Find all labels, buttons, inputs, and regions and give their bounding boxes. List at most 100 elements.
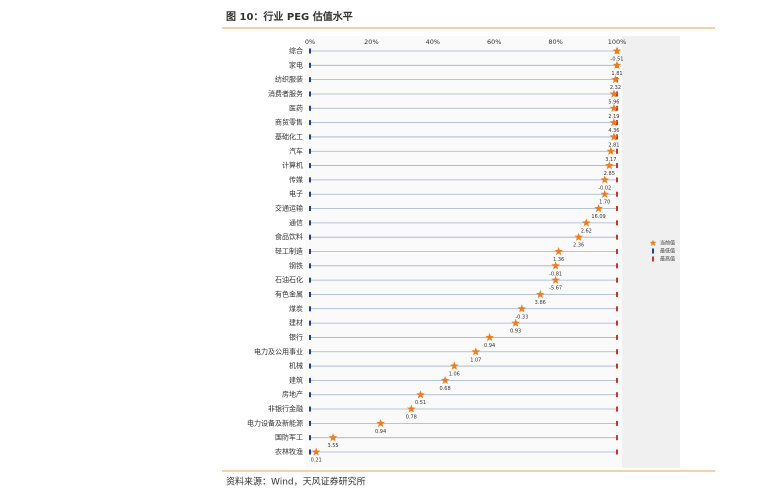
y-tick-label: 农林牧渔 xyxy=(275,447,303,456)
y-tick-label: 有色金属 xyxy=(275,289,303,298)
y-tick-label: 通信 xyxy=(289,218,303,227)
y-tick-label: 汽车 xyxy=(289,146,303,155)
y-tick-label: 建材 xyxy=(289,318,303,327)
peg-label: 3.17 xyxy=(605,157,616,163)
current-star xyxy=(407,404,416,413)
y-tick-label: 房地产 xyxy=(282,390,303,399)
y-tick-label: 机械 xyxy=(289,361,303,370)
peg-label: 2.81 xyxy=(608,142,619,148)
current-star xyxy=(471,347,481,356)
current-star xyxy=(535,289,545,299)
y-tick-label: 消费者服务 xyxy=(268,89,303,98)
y-tick-label: 建筑 xyxy=(289,375,303,384)
range-marker xyxy=(309,263,311,269)
current-star xyxy=(554,247,563,256)
range-marker xyxy=(309,349,311,355)
current-star xyxy=(517,304,527,313)
current-star xyxy=(609,89,619,98)
peg-label: 2.32 xyxy=(610,85,621,91)
range-marker xyxy=(309,320,311,326)
range-marker xyxy=(616,420,618,426)
plot-area xyxy=(305,36,622,468)
current-star xyxy=(511,318,520,327)
y-tick-label: 电子 xyxy=(289,189,303,198)
range-marker xyxy=(309,420,311,426)
range-marker xyxy=(616,134,618,140)
current-star xyxy=(609,103,619,112)
y-tick-label: 基础化工 xyxy=(275,132,303,141)
current-star xyxy=(609,118,619,127)
peg-label: -0.02 xyxy=(598,185,611,191)
range-marker xyxy=(309,177,311,183)
current-star xyxy=(376,418,385,427)
range-marker xyxy=(616,249,618,254)
range-marker xyxy=(616,177,618,183)
legend-label: 当前值 xyxy=(660,240,675,247)
range-marker xyxy=(616,105,618,111)
peg-label: 1.81 xyxy=(611,71,622,77)
peg-label: 2.19 xyxy=(608,114,619,120)
peg-label: 3.55 xyxy=(327,443,338,449)
current-star xyxy=(600,189,609,198)
range-marker xyxy=(309,234,311,240)
range-marker xyxy=(309,148,311,154)
y-tick-label: 医药 xyxy=(289,103,303,112)
y-tick-label: 电力设备及新能源 xyxy=(247,418,303,427)
x-tick-label: 20% xyxy=(364,38,378,46)
current-star xyxy=(440,375,450,385)
range-marker xyxy=(616,334,618,340)
y-tick-label: 石油石化 xyxy=(275,275,303,284)
range-marker xyxy=(309,406,311,412)
y-tick-label: 综合 xyxy=(289,46,303,55)
x-tick-label: 80% xyxy=(548,38,562,46)
range-marker xyxy=(616,234,618,240)
y-tick-label: 钢铁 xyxy=(289,261,303,270)
current-star xyxy=(612,60,622,69)
peg-label: 16.09 xyxy=(591,214,605,220)
range-marker xyxy=(309,291,311,297)
range-marker xyxy=(616,320,618,326)
peg-label: 0.78 xyxy=(406,415,417,421)
range-marker xyxy=(309,62,311,68)
peg-label: -0.33 xyxy=(515,314,528,320)
range-marker xyxy=(616,406,618,412)
current-star xyxy=(551,275,560,284)
peg-label: -0.51 xyxy=(611,57,624,63)
y-tick-label: 家电 xyxy=(289,60,303,69)
source-note: 资料来源：Wind，天风证券研究所 xyxy=(226,476,366,488)
x-tick-label: 40% xyxy=(426,38,440,46)
range-marker xyxy=(309,105,311,111)
range-marker xyxy=(309,277,311,283)
range-marker xyxy=(616,120,618,126)
range-marker xyxy=(309,363,311,369)
peg-label: 1.70 xyxy=(599,200,610,206)
x-tick-label: 100% xyxy=(608,38,627,46)
range-marker xyxy=(616,291,618,297)
peg-label: 2.36 xyxy=(573,243,584,249)
current-star xyxy=(311,447,321,456)
range-marker xyxy=(616,306,618,312)
legend-marker xyxy=(652,248,654,254)
chart-title: 图 10：行业 PEG 估值水平 xyxy=(226,10,353,23)
current-star xyxy=(416,390,425,399)
current-star xyxy=(611,75,620,84)
current-star xyxy=(594,204,603,213)
range-marker xyxy=(309,334,311,340)
peg-label: 4.36 xyxy=(608,128,619,134)
range-marker xyxy=(616,377,618,383)
peg-label: 0.68 xyxy=(440,386,451,392)
peg-label: 2.85 xyxy=(604,171,615,177)
range-marker xyxy=(616,449,618,455)
y-tick-label: 交通运输 xyxy=(275,204,303,213)
range-marker xyxy=(616,349,618,355)
legend-label: 最高值 xyxy=(660,256,675,263)
y-tick-label: 食品饮料 xyxy=(275,232,303,241)
y-tick-label: 商贸零售 xyxy=(275,118,303,127)
current-star xyxy=(551,261,560,270)
peg-label: 5.96 xyxy=(608,99,619,105)
range-marker xyxy=(309,249,311,254)
y-tick-label: 银行 xyxy=(289,332,303,341)
current-star xyxy=(605,161,614,170)
peg-label: 1.36 xyxy=(553,257,564,263)
range-marker xyxy=(309,120,311,126)
